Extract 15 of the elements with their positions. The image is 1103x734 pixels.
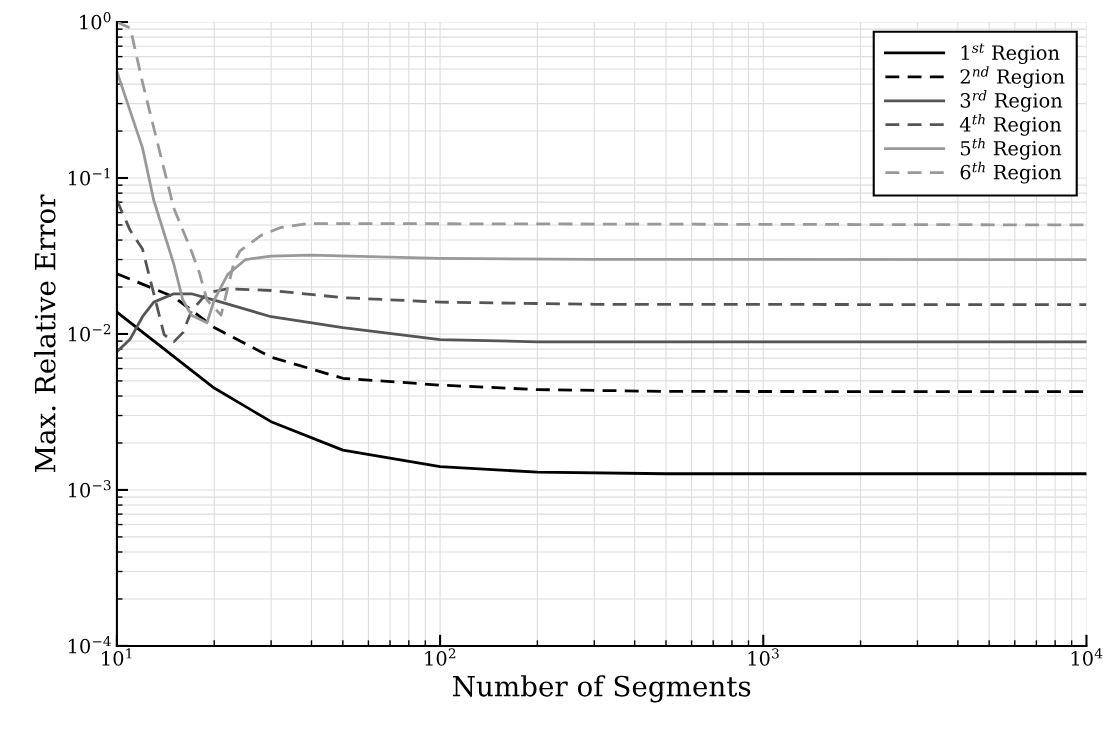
x-tick-label: 10$^{2}$: [425, 648, 456, 666]
legend-label: 2$^{nd}$ Region: [960, 66, 1065, 88]
legend-label: 6$^{th}$ Region: [960, 161, 1062, 184]
y-tick-label: 10$^{−3}$: [68, 480, 111, 498]
legend-label: 5$^{th}$ Region: [960, 137, 1062, 160]
x-tick-label: 10$^{3}$: [748, 648, 779, 666]
y-tick-label: 10$^{−2}$: [68, 324, 111, 342]
legend-label: 4$^{th}$ Region: [959, 113, 1062, 136]
x-tick-label: 10$^{4}$: [1071, 648, 1103, 666]
x-axis-title: Number of Segments: [453, 675, 751, 703]
y-tick-label: 10$^{0}$: [80, 12, 111, 30]
legend-label: 1$^{st}$ Region: [961, 43, 1060, 65]
legend-label: 3$^{rd}$ Region: [960, 90, 1063, 112]
y-axis-title: Max. Relative Error: [34, 194, 56, 473]
y-tick-label: 10$^{−1}$: [68, 168, 110, 186]
